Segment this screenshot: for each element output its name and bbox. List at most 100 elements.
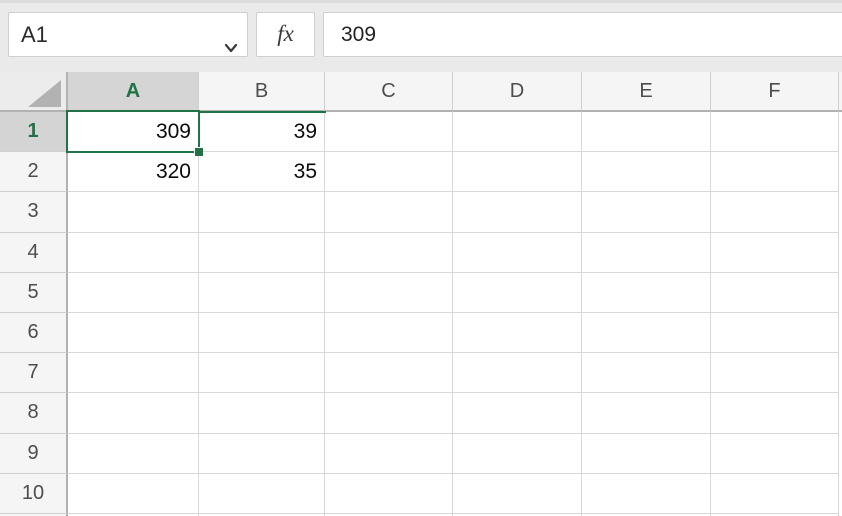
- cell-A9[interactable]: [68, 433, 199, 474]
- column-header-F[interactable]: F: [711, 72, 839, 112]
- insert-function-button[interactable]: fx: [256, 12, 315, 57]
- row-header-4[interactable]: 4: [0, 232, 68, 273]
- cell-B-overflow[interactable]: [199, 513, 325, 516]
- cell-C7[interactable]: [325, 353, 453, 394]
- cell-C-overflow[interactable]: [325, 513, 453, 516]
- fx-icon: fx: [277, 21, 294, 46]
- grid-row-5: 5: [0, 272, 842, 313]
- cell-E6[interactable]: [582, 312, 711, 354]
- cell-E-overflow[interactable]: [582, 513, 711, 516]
- cell-B8[interactable]: [199, 393, 325, 434]
- cell-C2[interactable]: [325, 152, 453, 193]
- cell-E8[interactable]: [582, 393, 711, 434]
- cell-B6[interactable]: [199, 312, 325, 354]
- cell-E5[interactable]: [582, 272, 711, 313]
- cell-D-overflow[interactable]: [453, 513, 582, 516]
- cell-B7[interactable]: [199, 353, 325, 394]
- cell-D9[interactable]: [453, 433, 582, 474]
- grid-row-overflow: [0, 513, 842, 516]
- chevron-down-icon[interactable]: [223, 27, 239, 53]
- row-header-2[interactable]: 2: [0, 152, 68, 193]
- cell-A5[interactable]: [68, 272, 199, 313]
- column-header-E[interactable]: E: [582, 72, 711, 112]
- column-header-D[interactable]: D: [453, 72, 582, 112]
- row-header-7[interactable]: 7: [0, 353, 68, 394]
- cell-D8[interactable]: [453, 393, 582, 434]
- cell-B9[interactable]: [199, 433, 325, 474]
- cell-C6[interactable]: [325, 312, 453, 354]
- cell-D10[interactable]: [453, 473, 582, 514]
- cell-D4[interactable]: [453, 232, 582, 273]
- cell-D3[interactable]: [453, 192, 582, 233]
- cell-E3[interactable]: [582, 192, 711, 233]
- cell-A10[interactable]: [68, 473, 199, 514]
- cell-C4[interactable]: [325, 232, 453, 273]
- cell-C1[interactable]: [325, 112, 453, 153]
- row-header-3[interactable]: 3: [0, 192, 68, 233]
- cell-A3[interactable]: [68, 192, 199, 233]
- cell-C5[interactable]: [325, 272, 453, 313]
- cell-B10[interactable]: [199, 473, 325, 514]
- cell-F9[interactable]: [711, 433, 839, 474]
- cell-B3[interactable]: [199, 192, 325, 233]
- cell-C9[interactable]: [325, 433, 453, 474]
- cell-D7[interactable]: [453, 353, 582, 394]
- cell-B1[interactable]: 39: [199, 112, 325, 153]
- cell-F2[interactable]: [711, 152, 839, 193]
- grid-row-7: 7: [0, 353, 842, 394]
- fill-handle[interactable]: [194, 147, 203, 156]
- cell-A1[interactable]: 309: [68, 112, 199, 153]
- cell-F7[interactable]: [711, 353, 839, 394]
- cell-A-overflow[interactable]: [68, 513, 199, 516]
- cell-E10[interactable]: [582, 473, 711, 514]
- cell-D1[interactable]: [453, 112, 582, 153]
- cell-D6[interactable]: [453, 312, 582, 354]
- row-header-5[interactable]: 5: [0, 272, 68, 313]
- cell-E7[interactable]: [582, 353, 711, 394]
- cell-B4[interactable]: [199, 232, 325, 273]
- row-header-10[interactable]: 10: [0, 473, 68, 514]
- cell-F-overflow[interactable]: [711, 513, 839, 516]
- grid-row-6: 6: [0, 312, 842, 354]
- name-box[interactable]: A1: [8, 12, 248, 57]
- cell-A2[interactable]: 320: [68, 152, 199, 193]
- cell-B2[interactable]: 35: [199, 152, 325, 193]
- row-filler: [839, 353, 842, 394]
- cell-E2[interactable]: [582, 152, 711, 193]
- row-header-9[interactable]: 9: [0, 433, 68, 474]
- cell-C8[interactable]: [325, 393, 453, 434]
- row-header-8[interactable]: 8: [0, 393, 68, 434]
- cell-E1[interactable]: [582, 112, 711, 153]
- cell-F1[interactable]: [711, 112, 839, 153]
- cell-B5[interactable]: [199, 272, 325, 313]
- cell-F6[interactable]: [711, 312, 839, 354]
- column-header-A[interactable]: A: [68, 72, 199, 112]
- select-all-corner[interactable]: [0, 72, 68, 112]
- cell-A6[interactable]: [68, 312, 199, 354]
- column-header-B[interactable]: B: [199, 72, 325, 112]
- row-header-6[interactable]: 6: [0, 312, 68, 354]
- cell-F5[interactable]: [711, 272, 839, 313]
- cell-E4[interactable]: [582, 232, 711, 273]
- cell-A7[interactable]: [68, 353, 199, 394]
- row-header-overflow[interactable]: [0, 513, 68, 516]
- cell-C3[interactable]: [325, 192, 453, 233]
- grid-row-10: 10: [0, 473, 842, 514]
- row-filler: [839, 393, 842, 434]
- cell-E9[interactable]: [582, 433, 711, 474]
- cell-F10[interactable]: [711, 473, 839, 514]
- cell-F4[interactable]: [711, 232, 839, 273]
- cell-F8[interactable]: [711, 393, 839, 434]
- row-header-1[interactable]: 1: [0, 112, 68, 153]
- cell-A4[interactable]: [68, 232, 199, 273]
- cell-C10[interactable]: [325, 473, 453, 514]
- cell-F3[interactable]: [711, 192, 839, 233]
- grid-row-2: 2 320 35: [0, 152, 842, 193]
- cell-D5[interactable]: [453, 272, 582, 313]
- grid-row-3: 3: [0, 192, 842, 233]
- formula-bar-input[interactable]: 309: [323, 12, 842, 57]
- cell-A8[interactable]: [68, 393, 199, 434]
- row-filler: [839, 152, 842, 193]
- cell-D2[interactable]: [453, 152, 582, 193]
- column-header-C[interactable]: C: [325, 72, 453, 112]
